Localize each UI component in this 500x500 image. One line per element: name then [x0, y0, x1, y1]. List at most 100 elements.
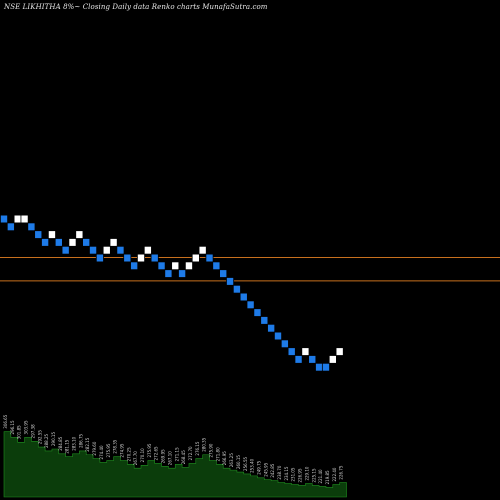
volume-label: 271.80 — [215, 447, 220, 461]
volume-label: 229.10 — [304, 466, 309, 480]
renko-brick-down — [150, 253, 159, 263]
renko-brick-down — [232, 284, 241, 294]
renko-brick-up — [102, 245, 111, 255]
volume-label: 276.15 — [195, 441, 200, 455]
renko-brick-down — [178, 269, 187, 278]
renko-brick-up — [184, 261, 193, 271]
renko-brick-up — [75, 230, 84, 239]
renko-brick-up — [109, 238, 118, 247]
volume-label: 281.15 — [65, 439, 70, 453]
volume-label: 234.15 — [284, 466, 289, 480]
renko-brick-down — [54, 238, 63, 247]
renko-brick-down — [164, 269, 173, 278]
renko-brick-down — [130, 261, 139, 271]
renko-brick-up — [191, 253, 200, 263]
volume-label: 275.90 — [209, 443, 214, 457]
volume-label: 221.40 — [318, 469, 323, 483]
volume-label: 284.85 — [58, 436, 63, 450]
volume-label: 267.70 — [133, 451, 138, 465]
volume-label: 256.55 — [243, 457, 248, 471]
renko-brick-down — [205, 253, 214, 263]
chart-title: NSE LIKHITHA 8%~ Closing Daily data Renk… — [4, 3, 268, 11]
volume-label: 271.15 — [174, 447, 179, 461]
renko-brick-up — [328, 355, 337, 364]
volume-label: 263.25 — [229, 453, 234, 467]
volume-label: 226.95 — [298, 468, 303, 482]
volume-label: 275.95 — [106, 443, 111, 457]
volume-label: 222.40 — [332, 467, 337, 481]
volume-label: 278.35 — [113, 439, 118, 453]
volume-label: 272.70 — [188, 446, 193, 460]
volume-label: 297.38 — [30, 424, 35, 438]
volume-label: 268.45 — [181, 450, 186, 464]
renko-brick-down — [116, 245, 125, 255]
volume-label: 253.40 — [250, 458, 255, 472]
renko-brick-down — [219, 269, 228, 278]
renko-brick-down — [61, 245, 70, 255]
volume-label: 290.15 — [51, 432, 56, 446]
volume-label: 238.70 — [277, 465, 282, 479]
renko-brick-down — [6, 222, 15, 232]
volume-label: 288.25 — [44, 433, 49, 447]
renko-brick-down — [294, 355, 303, 364]
volume-label: 292.55 — [37, 430, 42, 444]
volume-label: 226.75 — [339, 465, 344, 479]
volume-label: 272.65 — [154, 446, 159, 460]
volume-label: 231.05 — [291, 467, 296, 481]
volume-label: 269.95 — [161, 449, 166, 463]
renko-brick-down — [89, 245, 98, 255]
renko-brick-down — [82, 238, 91, 247]
volume-label: 286.75 — [78, 433, 83, 447]
volume-label: 267.10 — [167, 451, 172, 465]
renko-brick-down — [315, 362, 324, 372]
renko-brick-down — [226, 277, 235, 286]
volume-label: 279.60 — [92, 441, 97, 455]
volume-label: 306.65 — [3, 414, 8, 428]
renko-brick-down — [0, 214, 8, 224]
renko-brick-up — [143, 245, 152, 255]
volume-label: 260.15 — [236, 455, 241, 469]
renko-brick-down — [212, 261, 221, 271]
renko-brick-up — [198, 245, 207, 255]
volume-label: 270.10 — [140, 448, 145, 462]
renko-brick-down — [246, 300, 255, 310]
volume-label: 242.85 — [270, 463, 275, 477]
volume-label: 301.85 — [17, 425, 22, 439]
volume-label: 296.15 — [10, 420, 15, 434]
renko-brick-down — [27, 222, 36, 232]
renko-brick-down — [321, 362, 330, 372]
renko-brick-down — [287, 347, 296, 356]
volume-label: 266.95 — [222, 451, 227, 465]
volume-label: 303.95 — [24, 420, 29, 434]
renko-brick-down — [253, 308, 262, 317]
volume-label: 249.75 — [256, 460, 261, 474]
renko-brick-up — [171, 261, 180, 271]
renko-brick-up — [68, 238, 77, 247]
renko-brick-up — [136, 253, 145, 263]
renko-brick-down — [123, 253, 132, 263]
renko-brick-down — [273, 331, 282, 341]
volume-label: 245.95 — [263, 462, 268, 476]
volume-label: 225.15 — [311, 468, 316, 482]
renko-brick-down — [308, 355, 317, 364]
renko-brick-up — [335, 347, 344, 356]
volume-label: 282.15 — [85, 437, 90, 451]
volume-label: 275.95 — [147, 443, 152, 457]
renko-brick-up — [47, 230, 56, 239]
renko-brick-down — [95, 253, 104, 263]
volume-label: 270.25 — [126, 447, 131, 461]
volume-label: 274.95 — [119, 443, 124, 457]
volume-area — [3, 431, 347, 498]
renko-brick-up — [301, 347, 310, 356]
renko-brick-down — [260, 316, 269, 325]
volume-label: 274.40 — [99, 445, 104, 459]
renko-brick-down — [34, 230, 43, 239]
renko-brick-down — [239, 292, 248, 302]
renko-brick-down — [157, 261, 166, 271]
volume-label: 283.10 — [72, 436, 77, 450]
renko-brick-down — [267, 323, 276, 333]
renko-brick-up — [20, 214, 29, 224]
renko-brick-down — [280, 339, 289, 349]
renko-brick-down — [41, 238, 50, 247]
